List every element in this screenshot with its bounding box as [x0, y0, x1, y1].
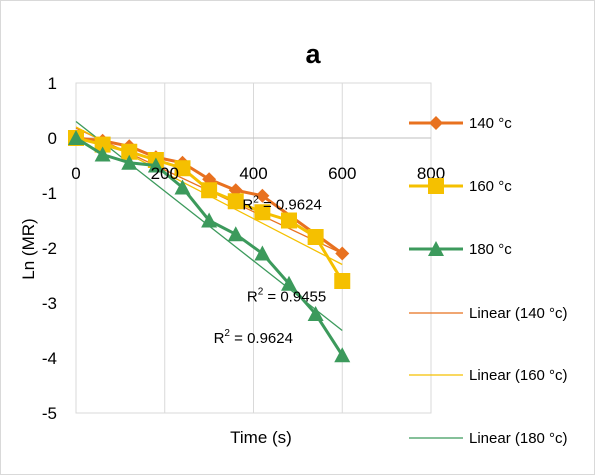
data-point — [201, 182, 218, 199]
data-point — [307, 306, 324, 321]
data-point — [227, 193, 244, 210]
data-point — [174, 160, 191, 177]
y-axis-label: Ln (MR) — [19, 218, 38, 279]
data-point — [334, 273, 351, 289]
data-point — [227, 226, 244, 242]
y-tick-label: -4 — [42, 349, 57, 368]
data-point — [68, 130, 84, 145]
x-tick-label: 0 — [71, 164, 80, 183]
x-tick-label: 600 — [328, 164, 356, 183]
x-tick-label: 400 — [239, 164, 267, 183]
y-tick-label: 1 — [48, 74, 57, 93]
data-point — [281, 212, 297, 229]
legend-entry: 140 °c — [469, 115, 512, 132]
data-point — [121, 154, 138, 170]
data-point — [307, 229, 324, 245]
legend-entry: Linear (160 °c) — [469, 367, 568, 384]
data-point — [335, 246, 350, 261]
x-tick-label: 200 — [151, 164, 179, 183]
y-tick-label: 0 — [48, 129, 57, 148]
r-squared-label: R2 = 0.9624 — [242, 195, 321, 214]
legend-entry: Linear (180 °c) — [469, 430, 568, 447]
data-point — [281, 275, 297, 291]
data-point — [94, 136, 111, 153]
y-tick-label: -1 — [42, 184, 57, 203]
y-tick-label: -3 — [42, 294, 57, 313]
r-squared-label: R2 = 0.9455 — [247, 286, 326, 305]
data-point — [121, 143, 138, 160]
data-point — [429, 116, 443, 130]
data-point — [94, 146, 111, 162]
legend-entry: Linear (140 °c) — [469, 305, 568, 322]
data-point — [254, 204, 271, 221]
series-layer — [68, 130, 351, 363]
data-point — [428, 241, 444, 256]
y-tick-label: -2 — [42, 239, 57, 258]
y-tick-label: -5 — [42, 404, 57, 423]
series-line — [75, 136, 344, 357]
data-point — [255, 188, 270, 203]
chart-title: a — [305, 39, 321, 69]
r-squared-label: R2 = 0.9624 — [214, 328, 293, 347]
data-point — [254, 245, 271, 261]
legend-entry: 180 °c — [469, 241, 512, 258]
x-axis-label: Time (s) — [230, 428, 292, 447]
data-point — [147, 157, 164, 173]
data-point — [201, 212, 218, 228]
legend: 140 °c 160 °c 180 °c Linear (140 °c) Linear … — [409, 115, 568, 447]
data-point — [428, 178, 444, 194]
data-point — [334, 347, 351, 363]
annotation-layer: R2 = 0.9624 R2 = 0.9455 R2 = 0.9624 — [214, 195, 327, 348]
legend-entry: 160 °c — [469, 178, 512, 195]
data-point — [174, 179, 191, 195]
